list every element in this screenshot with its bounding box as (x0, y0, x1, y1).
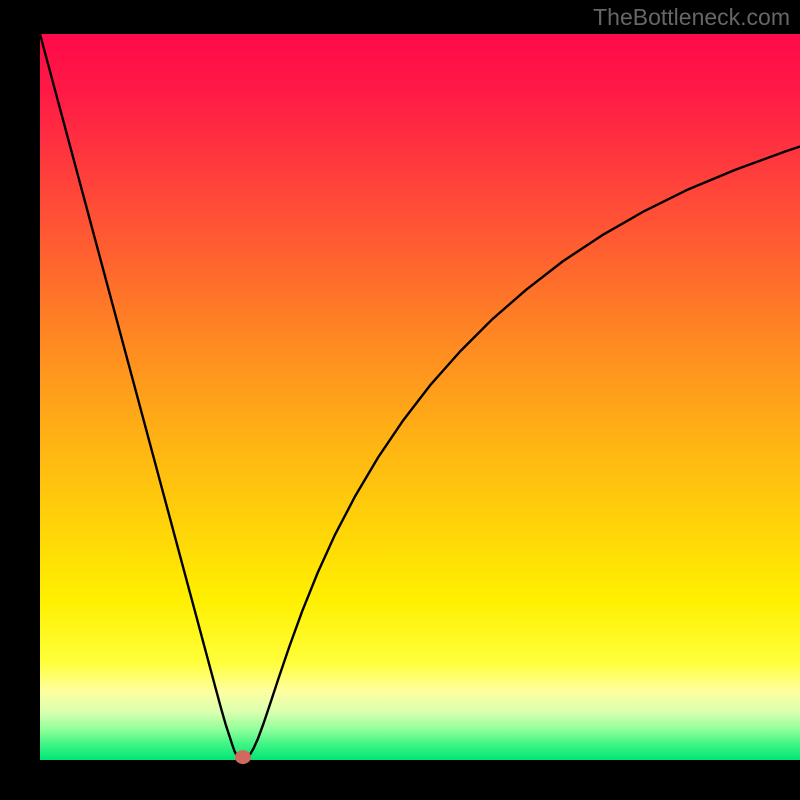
optimal-point-marker (235, 750, 251, 764)
bottleneck-chart (0, 0, 800, 800)
watermark-text: TheBottleneck.com (593, 4, 790, 31)
figure-root: TheBottleneck.com (0, 0, 800, 800)
